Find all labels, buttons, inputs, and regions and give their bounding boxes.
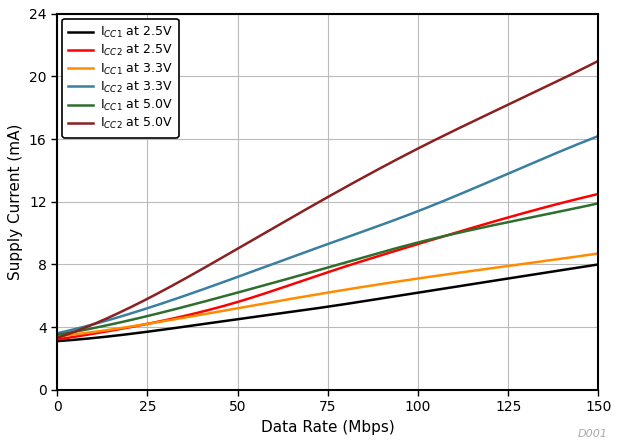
I$_{CC2}$ at 5.0V [595,58,602,63]
I$_{CC2}$ at 2.5V [447,232,454,237]
I$_{CC1}$ at 2.5V [394,293,401,299]
I$_{CC2}$ at 3.3V [444,197,451,202]
Line: I$_{CC2}$ at 2.5V: I$_{CC2}$ at 2.5V [57,194,598,340]
I$_{CC2}$ at 3.3V [118,313,126,319]
Line: I$_{CC1}$ at 3.3V: I$_{CC1}$ at 3.3V [57,253,598,336]
I$_{CC2}$ at 2.5V [595,191,602,197]
I$_{CC1}$ at 2.5V [118,332,126,338]
I$_{CC2}$ at 5.0V [394,156,401,162]
I$_{CC1}$ at 5.0V [447,232,454,237]
I$_{CC2}$ at 3.3V [230,276,237,281]
I$_{CC2}$ at 3.3V [394,216,401,222]
I$_{CC1}$ at 5.0V [53,332,61,338]
I$_{CC2}$ at 2.5V [268,288,275,294]
I$_{CC2}$ at 3.3V [268,262,275,267]
I$_{CC1}$ at 2.5V [447,285,454,290]
I$_{CC1}$ at 3.3V [444,272,451,277]
I$_{CC2}$ at 3.3V [447,195,454,201]
I$_{CC1}$ at 5.0V [118,319,126,325]
Line: I$_{CC1}$ at 5.0V: I$_{CC1}$ at 5.0V [57,203,598,335]
I$_{CC1}$ at 2.5V [268,312,275,317]
I$_{CC2}$ at 5.0V [444,131,451,136]
Line: I$_{CC2}$ at 3.3V: I$_{CC2}$ at 3.3V [57,136,598,333]
I$_{CC2}$ at 5.0V [230,249,237,254]
X-axis label: Data Rate (Mbps): Data Rate (Mbps) [261,420,395,435]
I$_{CC1}$ at 2.5V [53,338,61,344]
I$_{CC1}$ at 5.0V [595,201,602,206]
I$_{CC1}$ at 2.5V [230,317,237,323]
Line: I$_{CC1}$ at 2.5V: I$_{CC1}$ at 2.5V [57,264,598,341]
Legend: I$_{CC1}$ at 2.5V, I$_{CC2}$ at 2.5V, I$_{CC1}$ at 3.3V, I$_{CC2}$ at 3.3V, I$_{: I$_{CC1}$ at 2.5V, I$_{CC2}$ at 2.5V, I$… [62,19,179,138]
I$_{CC2}$ at 5.0V [53,335,61,341]
I$_{CC2}$ at 2.5V [394,248,401,253]
I$_{CC1}$ at 2.5V [595,262,602,267]
I$_{CC1}$ at 3.3V [118,325,126,330]
I$_{CC2}$ at 5.0V [268,226,275,232]
I$_{CC1}$ at 3.3V [595,251,602,256]
I$_{CC1}$ at 5.0V [230,291,237,296]
I$_{CC2}$ at 5.0V [447,130,454,135]
I$_{CC1}$ at 5.0V [394,245,401,250]
I$_{CC1}$ at 3.3V [394,279,401,284]
I$_{CC2}$ at 3.3V [595,133,602,139]
I$_{CC2}$ at 2.5V [230,300,237,306]
I$_{CC2}$ at 2.5V [53,337,61,342]
I$_{CC2}$ at 3.3V [53,330,61,336]
Y-axis label: Supply Current (mA): Supply Current (mA) [8,124,24,280]
I$_{CC1}$ at 5.0V [444,233,451,238]
I$_{CC2}$ at 2.5V [118,326,126,331]
Text: D001: D001 [578,428,608,439]
Line: I$_{CC2}$ at 5.0V: I$_{CC2}$ at 5.0V [57,61,598,338]
I$_{CC1}$ at 3.3V [53,334,61,339]
I$_{CC1}$ at 3.3V [268,299,275,305]
I$_{CC2}$ at 2.5V [444,233,451,238]
I$_{CC1}$ at 3.3V [447,271,454,276]
I$_{CC1}$ at 5.0V [268,281,275,286]
I$_{CC1}$ at 3.3V [230,306,237,311]
I$_{CC2}$ at 5.0V [118,309,126,314]
I$_{CC1}$ at 2.5V [444,285,451,291]
